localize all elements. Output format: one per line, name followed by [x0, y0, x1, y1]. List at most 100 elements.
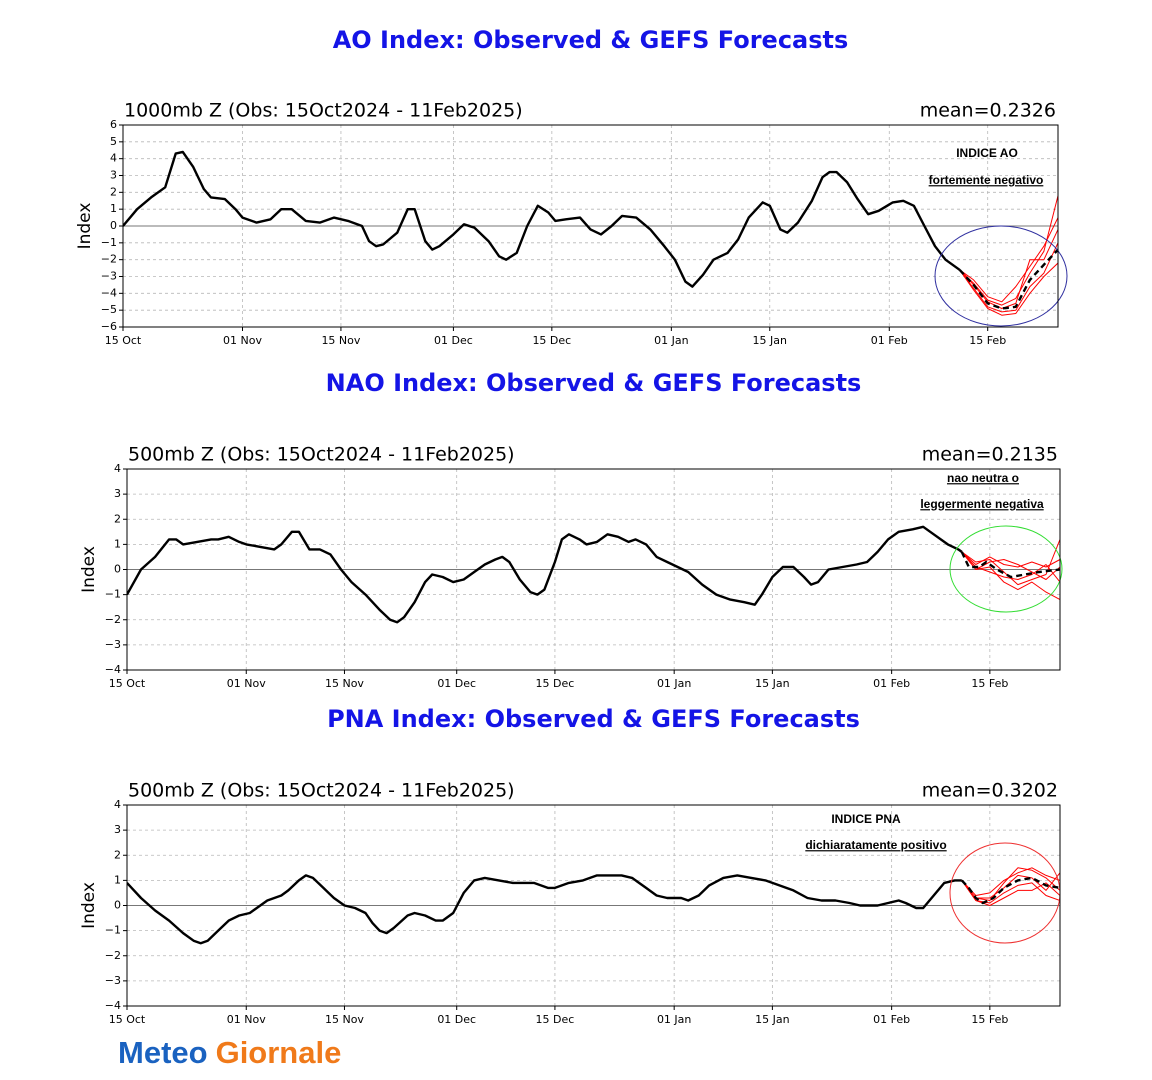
- mean-label: mean=0.2326: [920, 100, 1056, 122]
- y-tick-label: −2: [101, 253, 117, 266]
- y-tick-label: −1: [105, 924, 121, 937]
- y-tick-label: −4: [105, 663, 121, 676]
- annotation: fortemente negativo: [929, 173, 1044, 187]
- annotation: INDICE AO: [956, 146, 1018, 160]
- chart: AO Index: Observed & GEFS Forecasts 1000m…: [75, 26, 1068, 347]
- ensemble-line: [959, 262, 1058, 316]
- ensemble-line: [959, 217, 1058, 303]
- annotation: INDICE PNA: [831, 812, 901, 826]
- x-tick-label: 01 Feb: [871, 334, 908, 347]
- x-tick-label: 15 Oct: [109, 1013, 146, 1026]
- x-tick-label: 01 Jan: [657, 1013, 691, 1026]
- observed-line: [127, 525, 963, 624]
- y-axis-label: Index: [75, 203, 95, 250]
- chart: PNA Index: Observed & GEFS Forecasts 500m…: [79, 705, 1061, 1026]
- x-tick-label: 15 Dec: [536, 677, 575, 690]
- y-tick-label: 2: [114, 848, 121, 861]
- x-tick-label: 15 Nov: [325, 1013, 364, 1026]
- ensemble-line: [961, 551, 1060, 580]
- y-tick-label: −5: [101, 303, 117, 316]
- x-tick-label: 15 Nov: [321, 334, 360, 347]
- x-tick-label: 15 Feb: [971, 677, 1008, 690]
- y-tick-label: 2: [110, 185, 117, 198]
- ensemble-line: [961, 872, 1060, 899]
- y-tick-label: 2: [114, 512, 121, 525]
- y-tick-label: −3: [105, 974, 121, 987]
- y-tick-label: 0: [114, 899, 121, 912]
- x-tick-label: 15 Oct: [105, 334, 142, 347]
- highlight-ellipse: [934, 225, 1068, 327]
- plot-frame: [122, 124, 1059, 328]
- chart-title: PNA Index: Observed & GEFS Forecasts: [327, 705, 860, 733]
- chart-title: NAO Index: Observed & GEFS Forecasts: [326, 369, 862, 397]
- ensemble-line: [959, 242, 1058, 313]
- ensemble-mean-line: [958, 248, 1058, 310]
- x-tick-label: 01 Jan: [657, 677, 691, 690]
- ensemble-line: [961, 867, 1060, 896]
- y-tick-label: −4: [105, 999, 121, 1012]
- ensemble-mean-line: [960, 551, 1060, 579]
- y-tick-label: 1: [114, 537, 121, 550]
- x-tick-label: 15 Jan: [755, 1013, 789, 1026]
- x-tick-label: 01 Feb: [873, 1013, 910, 1026]
- highlight-ellipse: [949, 525, 1063, 613]
- y-tick-label: 6: [110, 118, 117, 131]
- y-axis-label: Index: [79, 546, 99, 593]
- x-tick-label: 15 Feb: [971, 1013, 1008, 1026]
- mean-label: mean=0.2135: [922, 444, 1058, 466]
- y-tick-label: −1: [101, 236, 117, 249]
- ensemble-mean-line: [960, 876, 1060, 905]
- observed-line: [123, 150, 961, 288]
- y-tick-label: −1: [105, 588, 121, 601]
- x-tick-label: 01 Jan: [654, 334, 688, 347]
- y-tick-label: −4: [101, 286, 117, 299]
- x-tick-label: 15 Oct: [109, 677, 146, 690]
- x-tick-label: 15 Feb: [969, 334, 1006, 347]
- plot-frame: [126, 804, 1061, 1007]
- y-tick-label: 3: [114, 487, 121, 500]
- mean-label: mean=0.3202: [922, 780, 1058, 802]
- logo-first: Meteo: [118, 1035, 208, 1070]
- annotation: dichiaratamente positivo: [805, 838, 946, 852]
- ensemble-line: [961, 551, 1060, 601]
- chart-subtitle: 500mb Z (Obs: 15Oct2024 - 11Feb2025): [128, 780, 515, 802]
- x-tick-label: 01 Nov: [227, 1013, 266, 1026]
- y-tick-label: 3: [110, 169, 117, 182]
- y-axis-label: Index: [79, 882, 99, 929]
- observed-line: [127, 874, 962, 945]
- x-tick-label: 01 Nov: [223, 334, 262, 347]
- y-tick-label: 1: [114, 873, 121, 886]
- x-tick-label: 15 Dec: [532, 334, 571, 347]
- y-tick-label: 4: [114, 798, 121, 811]
- y-tick-label: 4: [114, 462, 121, 475]
- x-tick-label: 01 Nov: [227, 677, 266, 690]
- x-tick-label: 01 Feb: [873, 677, 910, 690]
- logo-second: Giornale: [216, 1035, 342, 1070]
- x-tick-label: 01 Dec: [437, 677, 476, 690]
- x-tick-label: 15 Nov: [325, 677, 364, 690]
- chart: NAO Index: Observed & GEFS Forecasts 500m…: [79, 369, 1063, 690]
- y-tick-label: −6: [101, 320, 117, 333]
- y-tick-label: −3: [105, 638, 121, 651]
- y-tick-label: −2: [105, 613, 121, 626]
- y-tick-label: 1: [110, 202, 117, 215]
- y-tick-label: −2: [105, 949, 121, 962]
- x-tick-label: 15 Jan: [755, 677, 789, 690]
- y-tick-label: 0: [114, 563, 121, 576]
- x-tick-label: 15 Dec: [536, 1013, 575, 1026]
- y-tick-label: 0: [110, 219, 117, 232]
- x-tick-label: 01 Dec: [434, 334, 473, 347]
- annotation: leggermente negativa: [920, 497, 1044, 511]
- chart-title: AO Index: Observed & GEFS Forecasts: [333, 26, 849, 54]
- x-tick-label: 15 Jan: [753, 334, 787, 347]
- y-tick-label: 4: [110, 152, 117, 165]
- annotation: nao neutra o: [947, 471, 1019, 485]
- y-tick-label: 3: [114, 823, 121, 836]
- plot-frame: [126, 468, 1061, 671]
- chart-subtitle: 500mb Z (Obs: 15Oct2024 - 11Feb2025): [128, 444, 515, 466]
- y-tick-label: 5: [110, 135, 117, 148]
- x-tick-label: 01 Dec: [437, 1013, 476, 1026]
- chart-subtitle: 1000mb Z (Obs: 15Oct2024 - 11Feb2025): [124, 100, 523, 122]
